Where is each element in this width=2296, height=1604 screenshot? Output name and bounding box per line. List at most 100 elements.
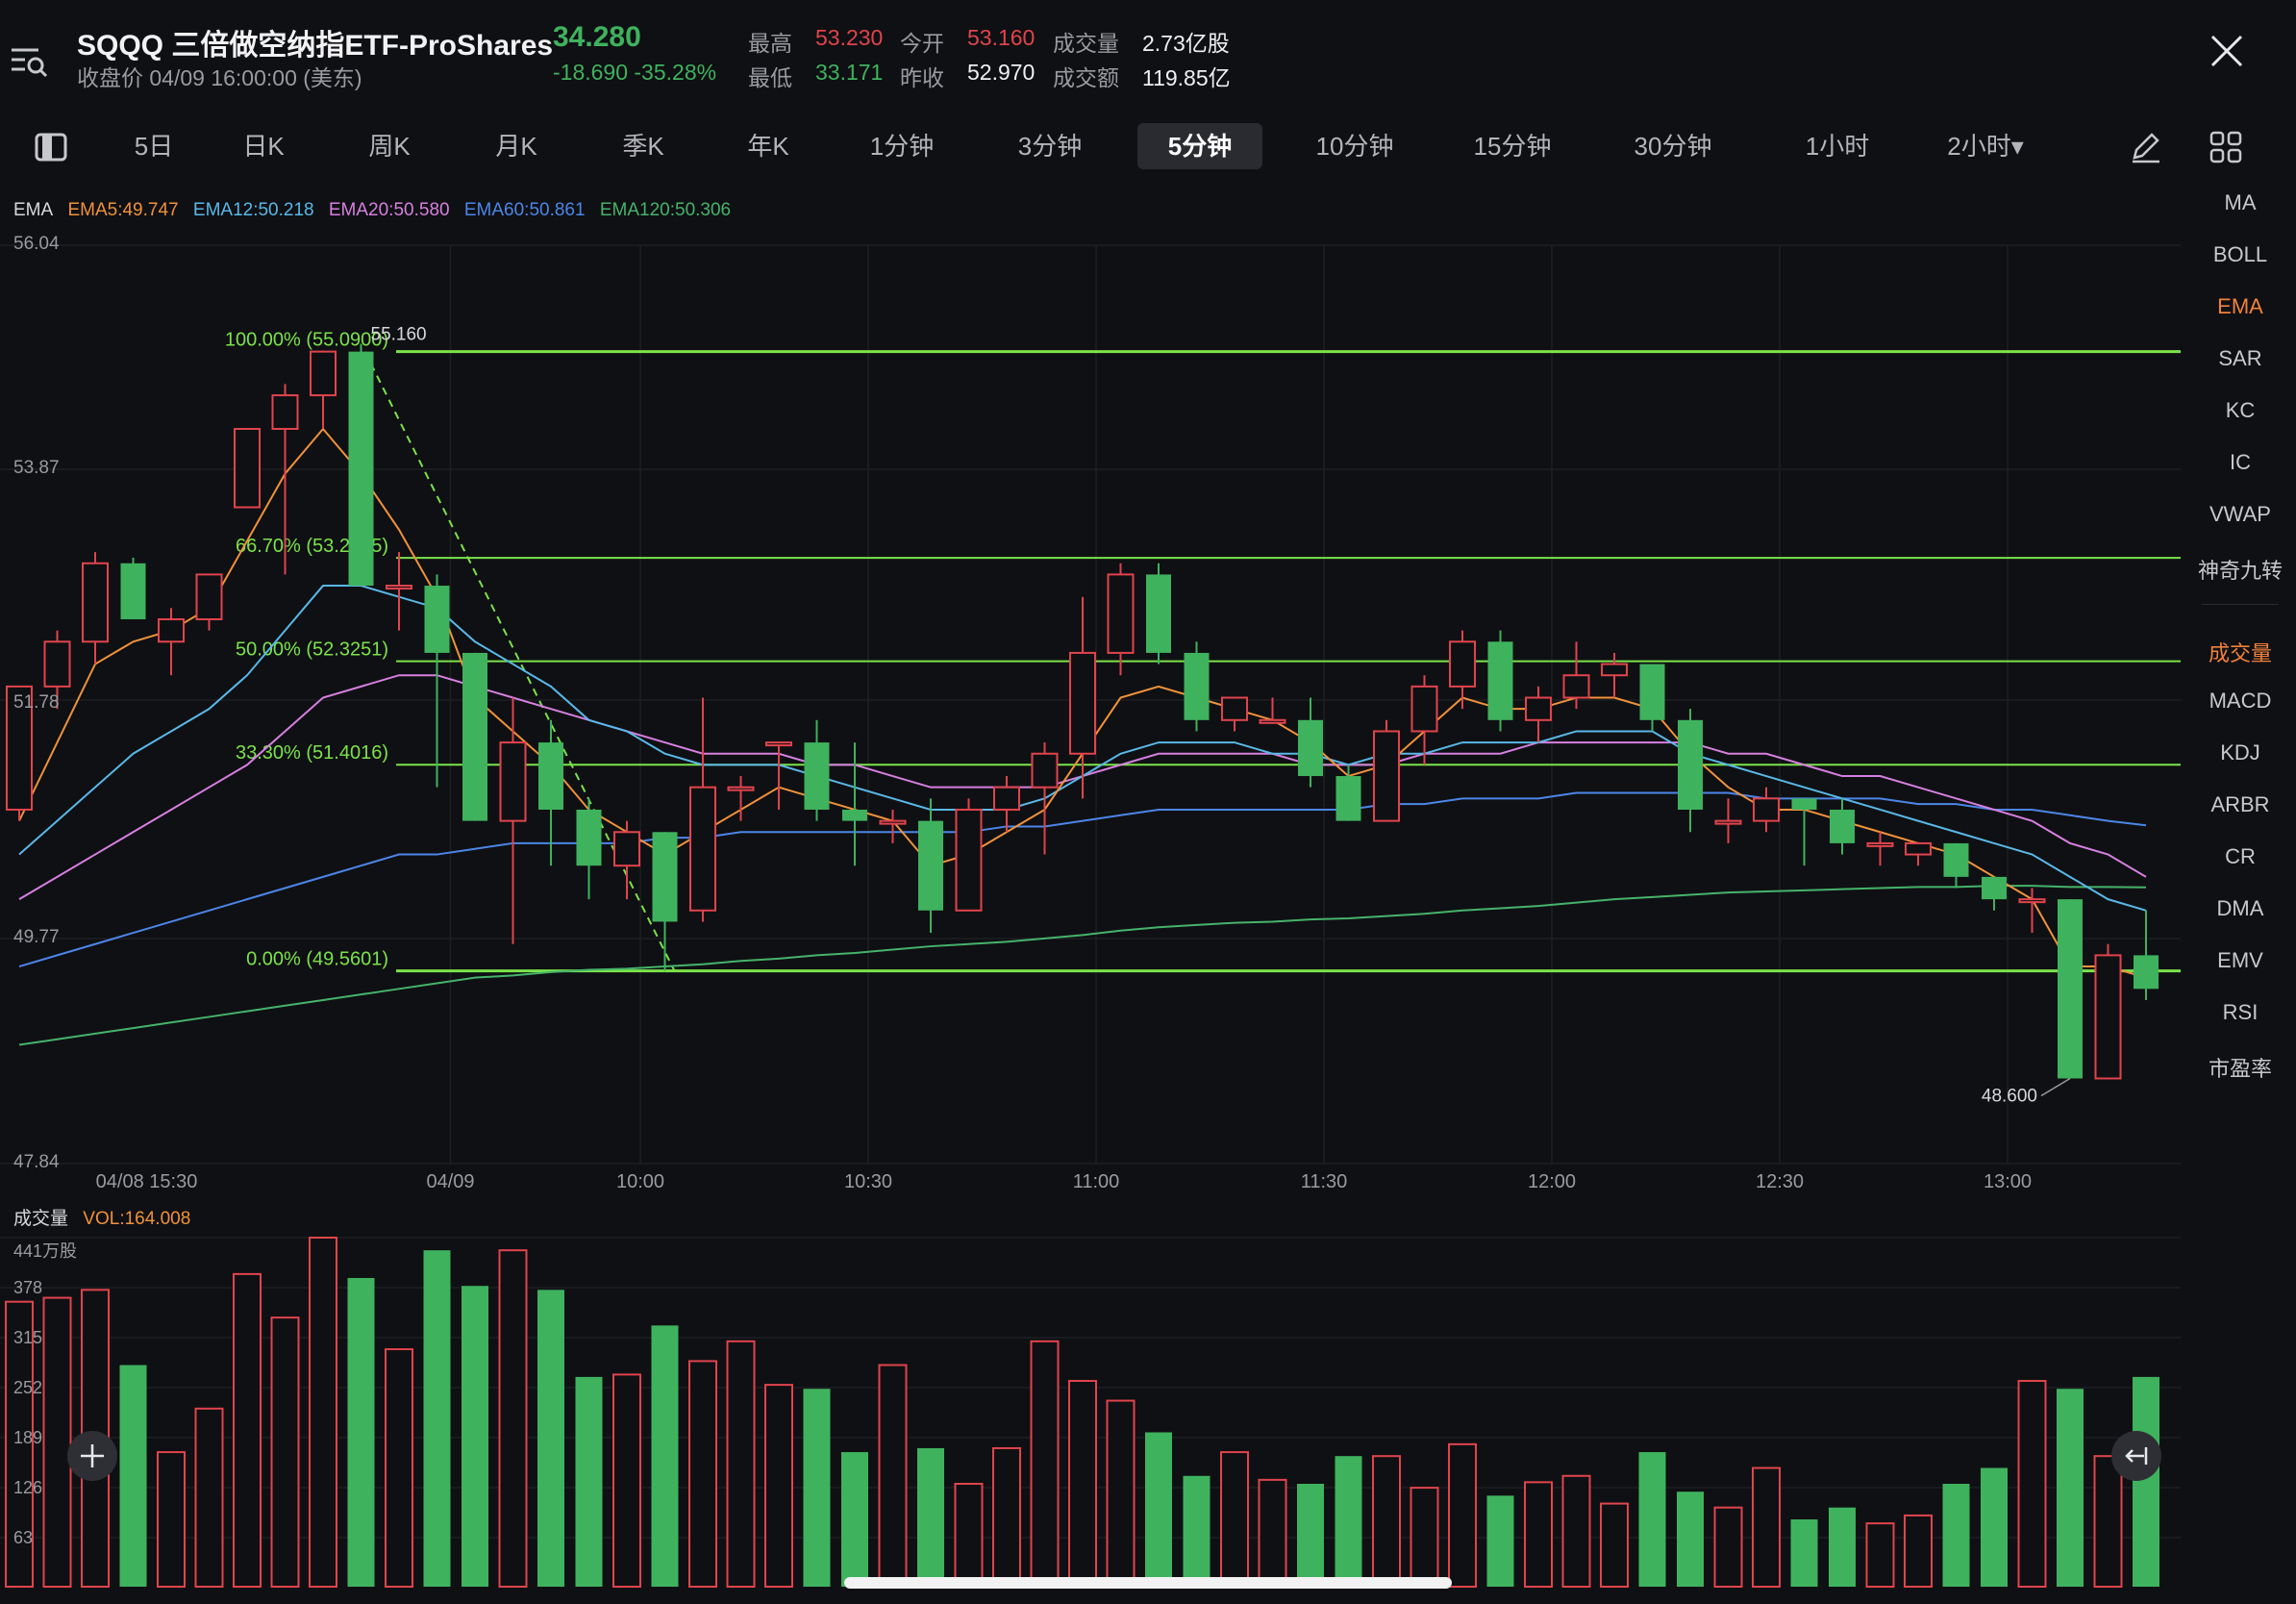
candle-body-38 <box>1449 640 1476 688</box>
vol-bar-44 <box>1677 1491 1704 1587</box>
overlay-1[interactable]: BOLL <box>2212 242 2268 266</box>
tab-5[interactable]: 年K <box>747 132 789 161</box>
tab-0[interactable]: 5日 <box>134 132 174 161</box>
y-tick-4: 47.84 <box>13 1152 60 1172</box>
tab-10[interactable]: 15分钟 <box>1473 132 1552 161</box>
indicator-0[interactable]: 成交量 <box>2208 641 2272 665</box>
vol-bar-16 <box>612 1373 641 1588</box>
tab-3[interactable]: 月K <box>495 132 537 161</box>
tab-13[interactable]: 2小时▾ <box>1947 132 2024 161</box>
crosshair-button[interactable] <box>67 1431 117 1481</box>
overlay-3[interactable]: SAR <box>2218 346 2262 370</box>
vol-y-tick-6: 63 <box>13 1528 34 1547</box>
vol-bar-41 <box>1561 1474 1591 1589</box>
candle-body-12 <box>462 652 487 821</box>
tab-1[interactable]: 日K <box>242 132 285 161</box>
x-tick-3: 10:30 <box>843 1171 893 1192</box>
candle-body-37 <box>1410 685 1438 733</box>
x-tick-0: 04/08 15:30 <box>95 1171 198 1192</box>
candle-body-33 <box>1259 718 1286 724</box>
vol-bar-29 <box>1106 1399 1136 1588</box>
indicator-7[interactable]: RSI <box>2222 1000 2259 1024</box>
x-tick-7: 12:30 <box>1755 1171 1805 1192</box>
indicator-6[interactable]: EMV <box>2217 948 2263 972</box>
candle-body-5 <box>195 573 223 620</box>
low-label: 最低 <box>748 65 792 90</box>
candle-body-27 <box>1031 752 1059 789</box>
high-value: 53.230 <box>815 25 884 50</box>
last-price: 34.280 <box>553 21 641 53</box>
ema60-legend: EMA60:50.861 <box>463 200 586 220</box>
candle-body-32 <box>1221 696 1248 721</box>
x-tick-2: 10:00 <box>615 1171 665 1192</box>
ema-legend-title: EMA <box>13 200 54 220</box>
list-search-icon[interactable] <box>10 44 48 79</box>
overlay-0[interactable]: MA <box>2224 190 2257 214</box>
grid-menu-icon[interactable] <box>2209 131 2242 163</box>
low-marker: 48.600 <box>1982 1086 2037 1106</box>
tab-2[interactable]: 周K <box>368 132 411 161</box>
volume-chart[interactable] <box>0 0 2183 1604</box>
menu-divider <box>2202 604 2279 605</box>
y-tick-1: 53.87 <box>13 458 60 478</box>
quote-header: SQQQ 三倍做空纳指ETF-ProShares 34.280 收盘价 04/0… <box>0 0 2296 106</box>
vol-bar-54 <box>2057 1389 2084 1587</box>
candle-body-22 <box>842 809 867 821</box>
vol-y-tick-3: 252 <box>13 1378 43 1397</box>
layout-toggle-icon[interactable] <box>35 133 67 162</box>
candle-body-0 <box>6 685 33 811</box>
overlay-6[interactable]: VWAP <box>2209 502 2271 526</box>
tab-11[interactable]: 30分钟 <box>1634 132 1712 161</box>
price-chart[interactable]: 100.00% (55.0900)66.70% (53.2485)50.00% … <box>0 0 2183 1192</box>
close-icon[interactable] <box>2205 29 2249 73</box>
vol-bar-43 <box>1638 1452 1666 1587</box>
candle-body-15 <box>576 809 602 866</box>
indicator-8[interactable]: 市盈率 <box>2208 1057 2272 1081</box>
candle-body-19 <box>727 786 755 791</box>
candle-body-48 <box>1830 809 1855 843</box>
vol-y-tick-2: 315 <box>13 1328 43 1347</box>
tab-9[interactable]: 10分钟 <box>1315 132 1394 161</box>
candle-body-4 <box>158 617 185 643</box>
indicator-3[interactable]: ARBR <box>2210 792 2270 816</box>
candle-body-17 <box>652 832 678 922</box>
jump-latest-button[interactable] <box>2111 1431 2161 1481</box>
overlay-4[interactable]: KC <box>2225 398 2256 422</box>
x-tick-8: 13:00 <box>1983 1171 2033 1192</box>
low-marker-leader <box>2040 1077 2071 1097</box>
ema120-legend: EMA120:50.306 <box>599 200 732 220</box>
indicator-2[interactable]: KDJ <box>2220 740 2260 764</box>
overlay-2[interactable]: EMA <box>2217 294 2263 318</box>
low-value: 33.171 <box>815 60 884 85</box>
overlay-5[interactable]: IC <box>2230 450 2251 474</box>
indicator-4[interactable]: CR <box>2225 844 2256 868</box>
candle-body-14 <box>538 742 563 810</box>
high-marker: 55.160 <box>371 324 427 344</box>
tab-6[interactable]: 1分钟 <box>869 132 935 161</box>
tab-4[interactable]: 季K <box>622 132 664 161</box>
vol-bar-11 <box>423 1250 451 1587</box>
candle-body-55 <box>2094 954 2122 1080</box>
tab-7[interactable]: 3分钟 <box>1017 132 1083 161</box>
prev-close-value: 52.970 <box>967 60 1036 85</box>
vol-bar-51 <box>1942 1483 1970 1587</box>
indicator-1[interactable]: MACD <box>2209 689 2272 713</box>
candle-body-52 <box>1982 876 2007 900</box>
candle-body-23 <box>879 819 907 825</box>
draw-pen-icon[interactable] <box>2129 129 2163 163</box>
indicator-5[interactable]: DMA <box>2216 896 2264 920</box>
tab-8[interactable]: 5分钟 <box>1137 123 1262 169</box>
tab-12[interactable]: 1小时 <box>1805 132 1870 161</box>
candle-body-49 <box>1866 841 1894 847</box>
vol-bar-48 <box>1829 1507 1856 1587</box>
ema20-legend: EMA20:50.580 <box>328 200 450 220</box>
overlay-7[interactable]: 神奇九转 <box>2197 559 2283 583</box>
open-label: 今开 <box>900 31 944 56</box>
vol-bar-8 <box>309 1237 337 1588</box>
candle-body-42 <box>1601 663 1628 677</box>
turnover-value: 119.85亿 <box>1142 65 1231 90</box>
high-label: 最高 <box>748 31 792 56</box>
candle-body-25 <box>955 808 983 912</box>
vol-bar-52 <box>1981 1467 2008 1587</box>
vol-bar-34 <box>1297 1483 1324 1587</box>
